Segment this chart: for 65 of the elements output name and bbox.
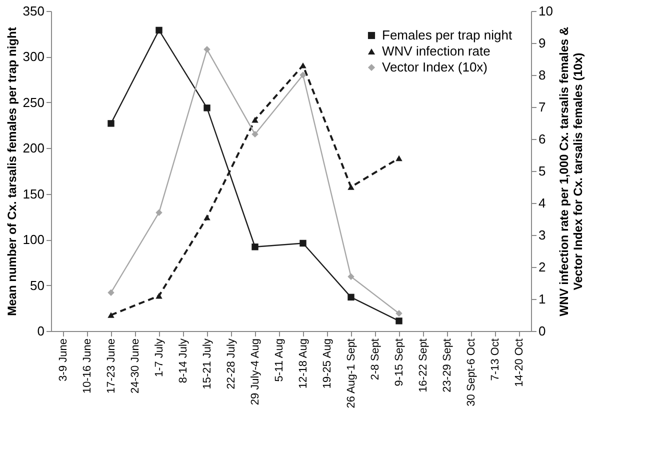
point: [252, 116, 258, 123]
point: [396, 318, 402, 324]
y-tick-label: 100: [22, 232, 44, 248]
point: [204, 104, 210, 112]
point: [396, 310, 402, 317]
point: [300, 240, 306, 247]
x-tick-label: 2-8 Sept: [370, 338, 382, 380]
y2-tick-label: 8: [538, 68, 546, 82]
x-tick-label: 30 Sept-6 Oct: [466, 338, 478, 406]
y2-axis-title: WNV infection rate per 1,000 Cx. tarsalis females & Vector Index for Cx. tarsalis females (10x): [556, 26, 585, 316]
y-tick-label: 350: [22, 4, 44, 18]
point: [348, 184, 354, 190]
point: [156, 292, 162, 299]
x-tick-label: 19-25 Aug: [322, 338, 334, 389]
y2-tick-label: 4: [538, 196, 546, 210]
y2-tick-label: 0: [538, 324, 546, 338]
point: [252, 244, 258, 250]
point: [348, 294, 354, 301]
point: [108, 312, 114, 318]
x-tick-label: 24-30 June: [130, 338, 142, 394]
x-tick-label: 3-9 June: [58, 338, 70, 382]
point: [156, 209, 162, 216]
x-tick-label: 5-11 Aug: [274, 338, 286, 382]
y2-tick-label: 9: [538, 36, 546, 50]
point: [396, 155, 402, 162]
x-tick-label: 9-15 Sept: [394, 338, 406, 386]
x-tick-label: 8-14 July: [178, 338, 190, 384]
y-tick-label: 300: [22, 49, 44, 64]
point: [300, 72, 306, 78]
legend-label: WNV infection rate: [382, 44, 490, 58]
y-tick-label: 200: [22, 140, 44, 156]
x-tick-label: 10-16 June: [82, 338, 94, 394]
x-tick-label: 15-21 July: [202, 338, 214, 390]
x-tick-label: 23-29 Sept: [442, 338, 454, 392]
point: [108, 289, 114, 296]
x-tick-label: 22-28 July: [226, 338, 238, 390]
legend-label: Females per trap night: [382, 28, 512, 42]
point: [300, 62, 306, 68]
x-tick-label: 26 Aug-1 Sept: [346, 338, 358, 408]
point: [348, 273, 354, 280]
y2-tick-label: 7: [538, 100, 546, 114]
x-tick-label: 12-18 Aug: [298, 338, 310, 389]
x-tick-label: 16-22 Sept: [418, 338, 430, 392]
legend-label: Vector Index (10x): [382, 60, 488, 74]
point: [108, 120, 114, 127]
point: [156, 26, 162, 34]
x-tick-label: 29 July-4 Aug: [250, 338, 262, 406]
x-tick-label: 7-13 Oct: [490, 338, 502, 381]
y-tick-label: 50: [30, 278, 44, 293]
y2-tick-label: 1: [538, 292, 546, 306]
y2-tick-label: 6: [538, 132, 546, 146]
point: [204, 214, 210, 220]
y-tick-label: 150: [22, 186, 44, 202]
point: [204, 46, 210, 53]
x-tick-label: 1-7 July: [154, 338, 166, 378]
y-tick-label: 250: [22, 94, 44, 110]
y2-tick-label: 2: [538, 260, 546, 274]
y-tick-label: 0: [37, 324, 44, 338]
x-tick-label: 17-23 June: [106, 338, 118, 394]
y2-tick-label: 10: [538, 4, 553, 18]
y2-tick-label: 3: [538, 228, 546, 242]
y2-tick-label: 5: [538, 164, 546, 178]
x-tick-label: 14-20 Oct: [514, 338, 526, 387]
point: [252, 130, 258, 138]
y-axis-title: Mean number of Cx. tarsalis females per trap night: [4, 27, 19, 316]
